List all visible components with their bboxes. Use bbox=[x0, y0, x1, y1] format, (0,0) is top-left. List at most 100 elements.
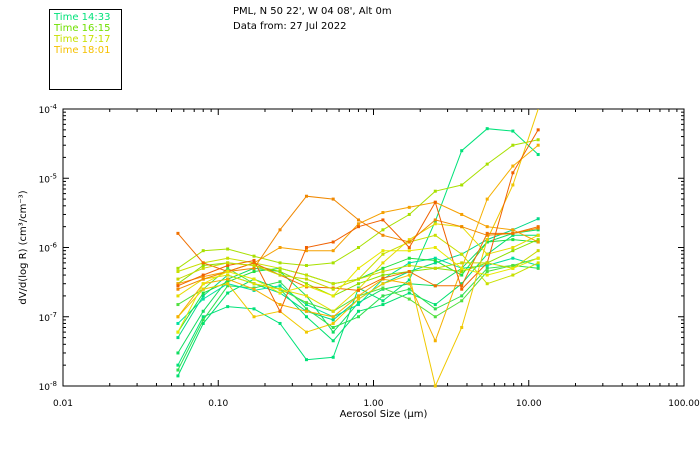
data-point bbox=[356, 222, 360, 226]
data-point bbox=[433, 218, 437, 222]
data-point bbox=[407, 238, 411, 242]
data-point bbox=[433, 307, 437, 311]
data-point bbox=[460, 287, 464, 291]
y-tick-label: 10-7 bbox=[39, 311, 57, 324]
data-point bbox=[485, 233, 489, 237]
data-point bbox=[304, 301, 308, 305]
data-point bbox=[252, 266, 256, 270]
y-axis-title: dV/d(log R) (cm³/cm⁻³) bbox=[18, 190, 29, 304]
data-point bbox=[304, 246, 308, 249]
data-point bbox=[356, 309, 360, 313]
data-point bbox=[331, 294, 335, 298]
date-header: Data from: 27 Jul 2022 bbox=[233, 21, 347, 32]
data-point bbox=[407, 212, 411, 216]
data-point bbox=[176, 282, 180, 286]
data-point bbox=[485, 273, 489, 277]
data-point bbox=[278, 284, 282, 288]
data-point bbox=[176, 303, 180, 307]
data-point bbox=[331, 240, 335, 244]
data-point bbox=[381, 282, 385, 286]
data-point bbox=[407, 256, 411, 260]
data-point bbox=[381, 273, 385, 277]
data-point bbox=[407, 205, 411, 209]
data-point bbox=[331, 318, 335, 322]
data-point bbox=[201, 275, 205, 279]
data-point bbox=[460, 270, 464, 274]
data-point bbox=[278, 291, 282, 295]
data-point bbox=[381, 211, 385, 215]
data-point bbox=[511, 273, 515, 277]
data-point bbox=[278, 309, 282, 313]
data-point bbox=[536, 233, 540, 237]
data-point bbox=[176, 270, 180, 274]
data-point bbox=[304, 263, 308, 267]
data-point bbox=[252, 254, 256, 258]
data-point bbox=[381, 266, 385, 270]
data-point bbox=[176, 287, 180, 291]
data-point bbox=[381, 276, 385, 280]
data-point bbox=[511, 249, 515, 253]
data-point bbox=[201, 249, 205, 253]
data-point bbox=[331, 321, 335, 325]
data-point bbox=[278, 228, 282, 232]
data-point bbox=[252, 315, 256, 319]
data-point bbox=[536, 249, 540, 253]
data-point bbox=[226, 284, 230, 288]
data-point bbox=[304, 303, 308, 307]
data-point bbox=[460, 325, 464, 329]
data-point bbox=[201, 282, 205, 286]
data-point bbox=[433, 303, 437, 307]
data-point bbox=[226, 263, 230, 267]
data-point bbox=[381, 270, 385, 274]
data-point bbox=[356, 225, 360, 229]
data-point bbox=[356, 277, 360, 281]
data-point bbox=[381, 261, 385, 265]
data-point bbox=[331, 355, 335, 359]
data-point bbox=[485, 252, 489, 256]
data-point bbox=[176, 330, 180, 334]
data-point bbox=[407, 273, 411, 277]
data-point bbox=[407, 282, 411, 286]
data-point bbox=[201, 318, 205, 322]
data-point bbox=[536, 238, 540, 242]
data-point bbox=[176, 231, 180, 235]
data-point bbox=[356, 266, 360, 270]
data-point bbox=[511, 256, 515, 260]
data-point bbox=[304, 358, 308, 362]
data-point bbox=[460, 284, 464, 288]
data-point bbox=[433, 189, 437, 193]
data-point bbox=[226, 266, 230, 270]
data-point bbox=[511, 183, 515, 187]
y-tick-label: 10-5 bbox=[39, 172, 57, 185]
data-point bbox=[460, 273, 464, 277]
data-point bbox=[356, 297, 360, 301]
data-point bbox=[536, 266, 540, 270]
data-point bbox=[226, 261, 230, 265]
data-point bbox=[536, 225, 540, 229]
data-point bbox=[433, 233, 437, 237]
data-point bbox=[356, 294, 360, 298]
data-point bbox=[485, 282, 489, 286]
data-point bbox=[407, 287, 411, 291]
data-point bbox=[304, 249, 308, 253]
legend-entry-1615: Time 16:15 bbox=[54, 23, 111, 34]
data-point bbox=[381, 303, 385, 307]
data-point bbox=[226, 247, 230, 251]
data-point bbox=[252, 277, 256, 281]
data-point bbox=[201, 266, 205, 270]
data-point bbox=[356, 218, 360, 222]
data-point bbox=[485, 127, 489, 131]
data-point bbox=[511, 233, 515, 237]
data-point bbox=[485, 231, 489, 235]
data-point bbox=[381, 249, 385, 253]
data-point bbox=[176, 294, 180, 298]
data-point bbox=[460, 282, 464, 286]
data-point bbox=[278, 261, 282, 265]
data-point bbox=[356, 303, 360, 307]
data-point bbox=[433, 266, 437, 270]
y-tick-label: 10-6 bbox=[39, 242, 58, 255]
data-point bbox=[433, 261, 437, 265]
data-point bbox=[226, 273, 230, 277]
data-point bbox=[433, 258, 437, 262]
